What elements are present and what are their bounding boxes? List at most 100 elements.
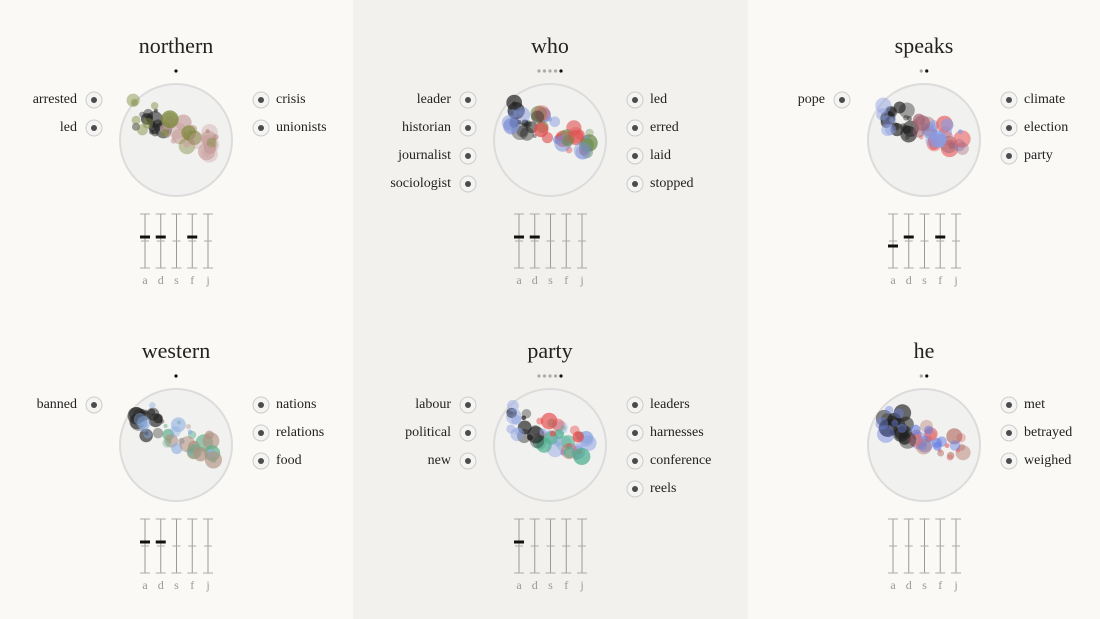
word-icon-dot [91, 97, 97, 103]
word-icon-dot [1006, 125, 1012, 131]
page-dot[interactable] [548, 374, 552, 378]
embedding-point [532, 134, 537, 139]
slider-handle[interactable] [140, 540, 150, 544]
slider-key: d [532, 578, 538, 592]
embedding-point [163, 423, 168, 429]
right-word[interactable]: leaders [650, 397, 690, 412]
page-dot[interactable] [925, 69, 929, 73]
right-word[interactable]: relations [276, 425, 324, 440]
slider-key: d [158, 578, 164, 592]
embedding-point [201, 123, 218, 141]
page-dot[interactable] [542, 69, 547, 73]
right-word[interactable]: election [1024, 120, 1068, 135]
embedding-point [170, 138, 177, 144]
slider-handle[interactable] [155, 235, 166, 239]
right-word[interactable]: conference [650, 453, 711, 468]
page-dot[interactable] [174, 374, 178, 378]
embedding-point [878, 418, 897, 437]
left-word[interactable]: led [60, 120, 77, 135]
embedding-point [516, 125, 528, 138]
slider-key: j [579, 578, 583, 592]
embedding-point [517, 420, 532, 435]
left-word[interactable]: banned [37, 397, 77, 412]
left-word[interactable]: new [428, 453, 452, 468]
embedding-point [506, 408, 522, 425]
word-icon-dot [632, 125, 638, 131]
page-dot[interactable] [537, 69, 541, 73]
embedding-point [876, 108, 889, 121]
slider-key: f [564, 578, 568, 592]
embedding-point [138, 421, 149, 432]
embedding-point [193, 447, 208, 462]
right-word[interactable]: party [1024, 148, 1053, 163]
slider-key: s [922, 578, 927, 592]
embedding-point [160, 110, 179, 129]
right-word[interactable]: climate [1024, 92, 1065, 107]
right-word[interactable]: unionists [276, 120, 327, 135]
page-dot[interactable] [542, 374, 547, 378]
page-dot[interactable] [919, 374, 923, 378]
right-word[interactable]: harnesses [650, 425, 704, 440]
embedding-point [886, 106, 896, 117]
right-word[interactable]: crisis [276, 92, 306, 107]
right-word[interactable]: betrayed [1024, 425, 1072, 440]
slider-handle[interactable] [514, 540, 524, 544]
slider-handle[interactable] [935, 235, 946, 239]
slider-handle[interactable] [529, 235, 540, 239]
page-dot[interactable] [537, 374, 541, 378]
left-word[interactable]: pope [798, 92, 825, 107]
left-word[interactable]: arrested [33, 92, 77, 107]
embedding-point [148, 123, 157, 132]
page-dot[interactable] [553, 374, 558, 378]
right-word[interactable]: food [276, 453, 302, 468]
left-word[interactable]: political [405, 425, 451, 440]
right-word[interactable]: met [1024, 397, 1045, 412]
right-word[interactable]: laid [650, 148, 671, 163]
right-word[interactable]: nations [276, 397, 316, 412]
slider-key: a [142, 273, 148, 287]
embedding-point [531, 110, 545, 124]
left-word[interactable]: labour [415, 397, 451, 412]
embedding-point [137, 415, 151, 430]
right-word[interactable]: weighed [1024, 453, 1071, 468]
slider-handle[interactable] [155, 540, 166, 544]
word-icon-dot [1006, 97, 1012, 103]
embedding-point [875, 97, 892, 114]
embedding-point [130, 98, 139, 107]
page-dot[interactable] [553, 69, 558, 73]
right-word[interactable]: erred [650, 120, 679, 135]
right-word[interactable]: led [650, 92, 667, 107]
page-dot[interactable] [559, 69, 563, 73]
embedding-point [575, 145, 590, 160]
embedding-point [126, 93, 140, 107]
slider-key: f [938, 578, 942, 592]
page-dot[interactable] [174, 69, 178, 73]
embedding-point [136, 124, 148, 136]
page-dot[interactable] [919, 69, 923, 73]
embedding-point [953, 130, 971, 148]
embedding-point [187, 429, 193, 435]
page-dot[interactable] [548, 69, 552, 73]
slider-handle[interactable] [187, 235, 198, 239]
left-word[interactable]: journalist [397, 148, 451, 163]
left-word[interactable]: historian [402, 120, 451, 135]
embedding-point [533, 122, 549, 138]
embedding-point [524, 120, 532, 128]
slider-key: d [906, 273, 912, 287]
embedding-point [509, 119, 518, 129]
page-dot[interactable] [559, 374, 563, 378]
slider-handle[interactable] [140, 235, 150, 239]
right-word[interactable]: reels [650, 481, 676, 496]
slider-handle[interactable] [514, 235, 524, 239]
left-word[interactable]: leader [417, 92, 452, 107]
left-word[interactable]: sociologist [390, 176, 451, 191]
slider-handle[interactable] [903, 235, 914, 239]
word-icon-dot [258, 458, 264, 464]
word-icon-dot [1006, 402, 1012, 408]
slider-handle[interactable] [888, 244, 898, 248]
right-word[interactable]: stopped [650, 176, 694, 191]
embedding-point [581, 435, 597, 451]
word-icon-dot [258, 402, 264, 408]
word-icon-dot [632, 97, 638, 103]
page-dot[interactable] [925, 374, 929, 378]
